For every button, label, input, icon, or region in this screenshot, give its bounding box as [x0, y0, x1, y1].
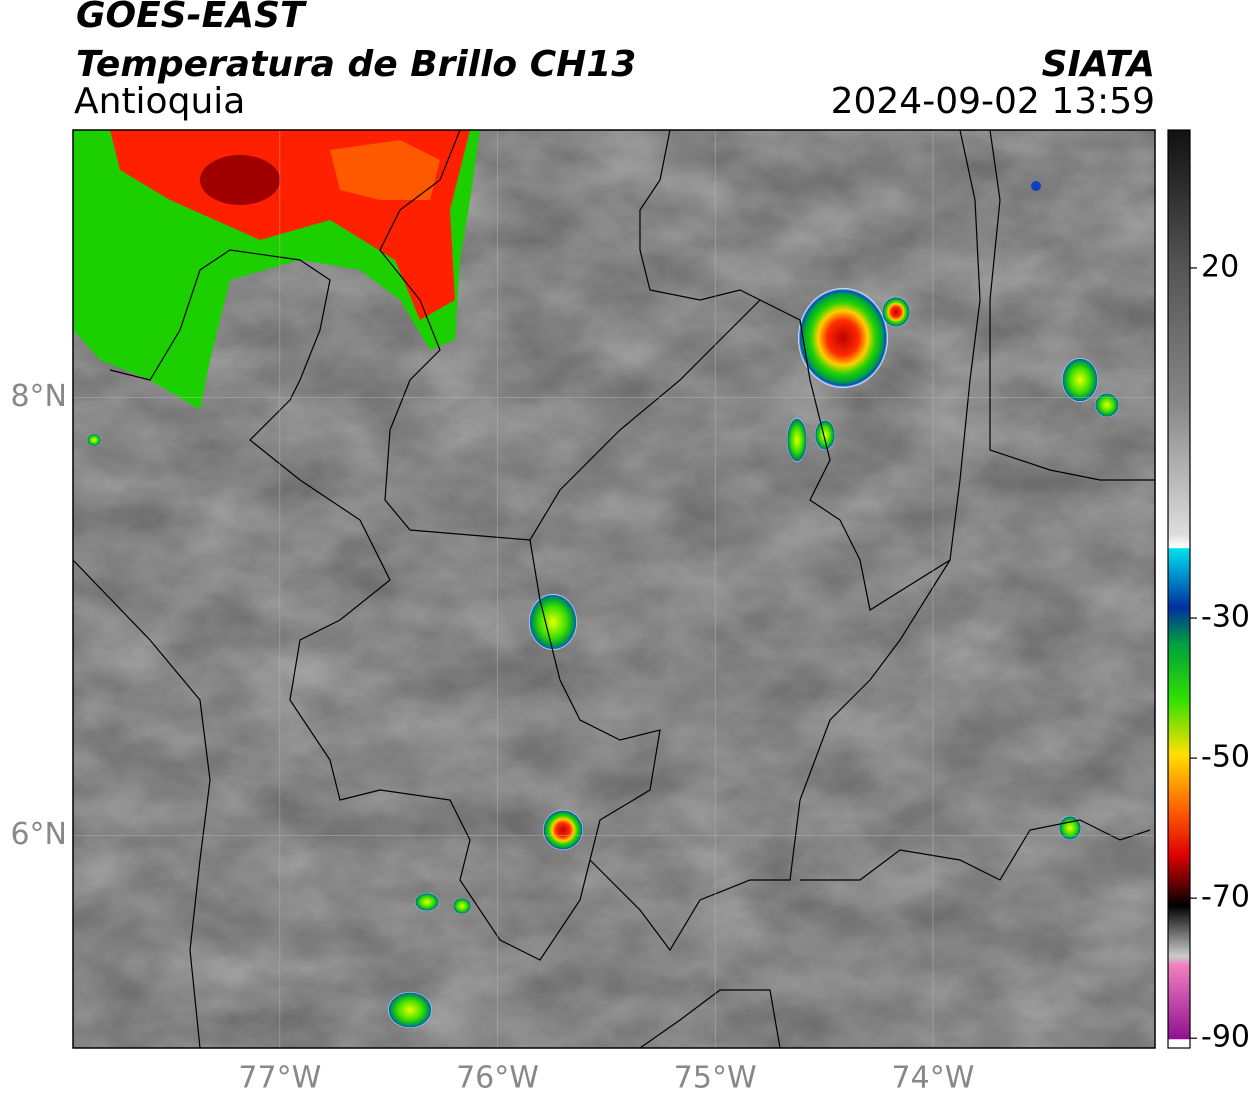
- graticule: [73, 130, 1155, 1048]
- map-frame: [72, 129, 1156, 1049]
- storm-cell: [1059, 816, 1081, 840]
- storm-core: [200, 155, 280, 205]
- map-image: [73, 130, 1155, 1048]
- datetime: 2024-09-02 13:59: [831, 81, 1155, 122]
- storm-cell: [815, 420, 835, 450]
- colorbar-tick-label: 20: [1201, 249, 1239, 284]
- storm-cell: [787, 418, 807, 462]
- x-tick-label: 77°W: [238, 1061, 321, 1096]
- x-tick-label: 75°W: [674, 1061, 757, 1096]
- x-tick-label: 74°W: [892, 1061, 975, 1096]
- storm-core: [330, 140, 440, 200]
- colorbar-tick-label: -30: [1201, 600, 1250, 635]
- storm-cell: [1062, 358, 1098, 402]
- colorbar-tick-label: -70: [1201, 880, 1250, 915]
- x-tick-label: 76°W: [456, 1061, 539, 1096]
- title: GOES-EAST: [76, 0, 307, 36]
- storm-cell: [1031, 181, 1041, 191]
- colorbar: [1167, 129, 1191, 1049]
- storm-cell: [543, 810, 583, 850]
- storm-cell: [87, 434, 101, 446]
- storm-cell: [1095, 393, 1119, 417]
- colorbar-tick-label: -50: [1201, 740, 1250, 775]
- borders: [73, 130, 1155, 1048]
- storm-cell: [798, 288, 888, 388]
- storm-cell: [388, 992, 432, 1028]
- storm-cell: [453, 898, 471, 914]
- cloud-texture: [73, 130, 1155, 1048]
- source: SIATA: [1042, 44, 1155, 85]
- region: Antioquia: [74, 81, 245, 122]
- storm-cell: [882, 297, 910, 327]
- colorbar-tick-label: -90: [1201, 1020, 1250, 1055]
- y-tick-label: 8°N: [10, 379, 67, 414]
- y-tick-label: 6°N: [10, 817, 67, 852]
- storm-cell: [529, 594, 577, 650]
- storm-cell: [415, 893, 439, 911]
- subtitle: Temperatura de Brillo CH13: [76, 44, 636, 85]
